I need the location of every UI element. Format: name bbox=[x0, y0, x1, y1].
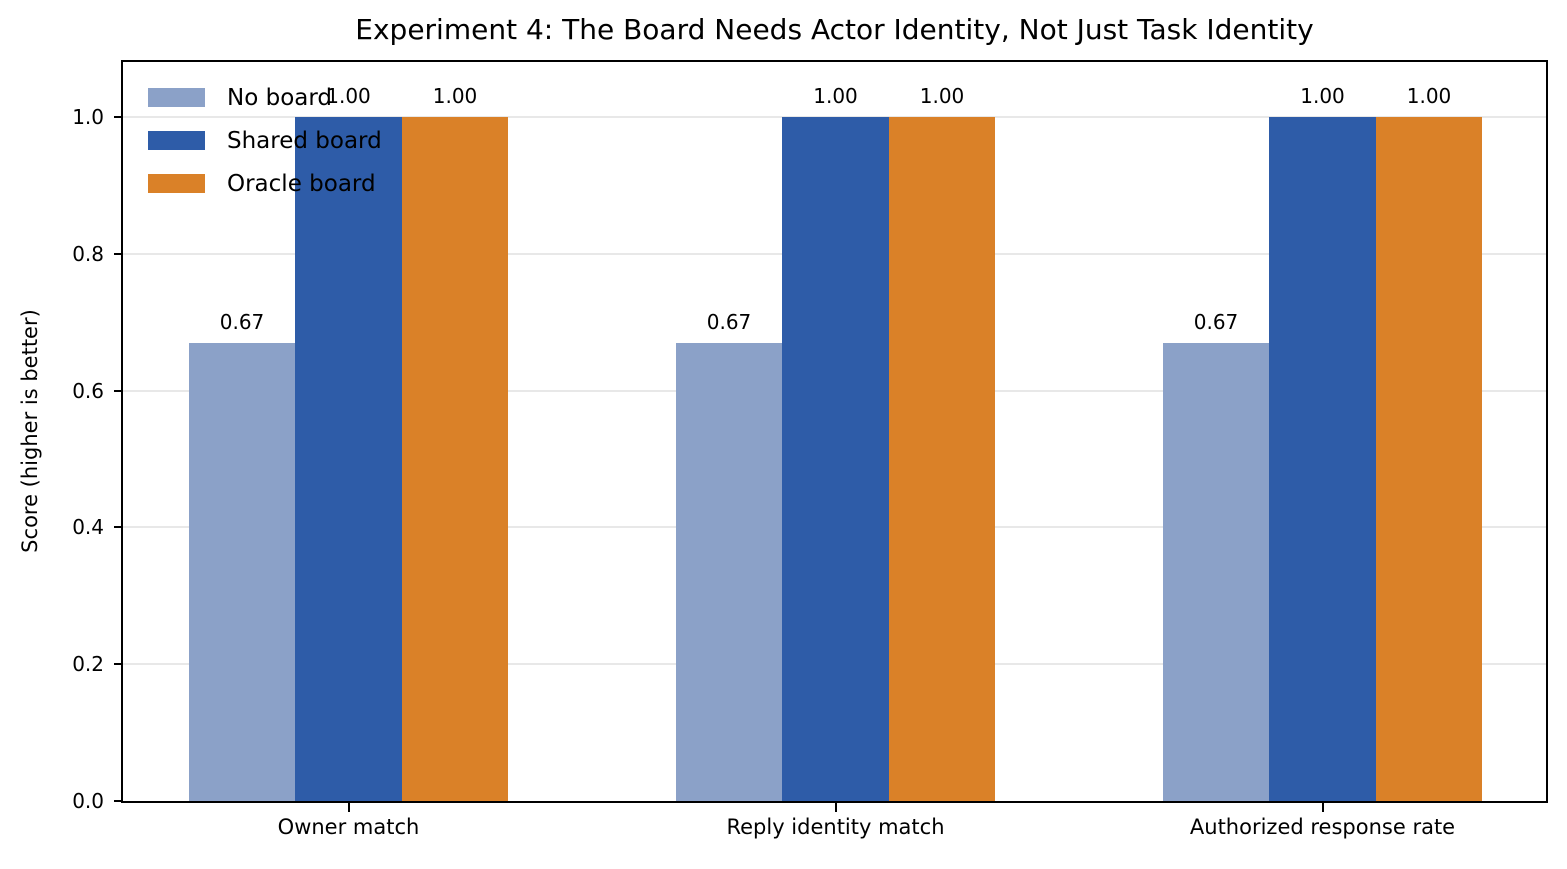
bar-value-label: 1.00 bbox=[1406, 84, 1452, 108]
bar-value-label: 0.67 bbox=[1193, 309, 1239, 334]
bar-shared-board-authorized-response-rate bbox=[1269, 117, 1376, 801]
y-tick bbox=[114, 663, 123, 666]
bar-value-label: 0.67 bbox=[219, 309, 265, 334]
y-tick-label: 0.8 bbox=[72, 241, 104, 266]
legend-label-no-board: No board bbox=[227, 84, 333, 111]
legend-row: Oracle board bbox=[148, 169, 382, 198]
legend-swatch-no-board bbox=[148, 88, 205, 107]
x-tick bbox=[347, 803, 350, 812]
y-tick bbox=[114, 116, 123, 118]
legend-swatch-oracle-board bbox=[148, 174, 205, 193]
bar-value-label: 1.00 bbox=[326, 84, 371, 108]
bar-shared-board-reply-identity-match bbox=[782, 117, 889, 801]
y-tick bbox=[114, 526, 123, 529]
plot-area: No board Shared board Oracle board 0.0 0.… bbox=[72, 62, 1546, 839]
legend-row: Shared board bbox=[148, 126, 382, 155]
legend-swatch-shared-board bbox=[148, 131, 205, 150]
bar-oracle-board-owner-match bbox=[401, 117, 509, 801]
bar-oracle-board-authorized-response-rate bbox=[1375, 117, 1483, 801]
legend-row: No board bbox=[148, 83, 382, 112]
legend-label-shared-board: Shared board bbox=[227, 127, 382, 154]
legend-label-oracle-board: Oracle board bbox=[227, 170, 376, 197]
y-tick bbox=[114, 252, 123, 255]
bar-shared-board-owner-match bbox=[295, 117, 402, 801]
y-tick-label: 0.0 bbox=[72, 789, 104, 813]
y-tick-label: 1.0 bbox=[72, 105, 104, 129]
x-tick-label-owner-match: Owner match bbox=[277, 815, 420, 839]
legend: No board Shared board Oracle board bbox=[148, 83, 382, 212]
bar-value-label: 1.00 bbox=[919, 84, 965, 108]
x-tick-label-reply-identity-match: Reply identity match bbox=[726, 815, 945, 839]
x-tick bbox=[1321, 803, 1324, 812]
bar-no-board-owner-match bbox=[188, 342, 296, 801]
x-tick-label-authorized-response-rate: Authorized response rate bbox=[1189, 815, 1456, 839]
bar-value-label: 1.00 bbox=[432, 84, 478, 108]
y-tick-label: 0.2 bbox=[72, 652, 104, 677]
bar-oracle-board-reply-identity-match bbox=[888, 117, 996, 801]
bar-no-board-authorized-response-rate bbox=[1162, 342, 1270, 801]
bar-value-label: 1.00 bbox=[1300, 84, 1345, 108]
x-tick bbox=[834, 803, 837, 812]
y-tick-label: 0.6 bbox=[72, 378, 104, 403]
y-tick-label: 0.4 bbox=[72, 515, 104, 540]
bar-value-label: 1.00 bbox=[813, 84, 858, 108]
bar-value-label: 0.67 bbox=[706, 309, 752, 334]
y-tick bbox=[114, 800, 123, 802]
chart-title: Experiment 4: The Board Needs Actor Iden… bbox=[355, 13, 1314, 46]
bar-no-board-reply-identity-match bbox=[675, 342, 783, 801]
y-tick bbox=[114, 389, 123, 392]
